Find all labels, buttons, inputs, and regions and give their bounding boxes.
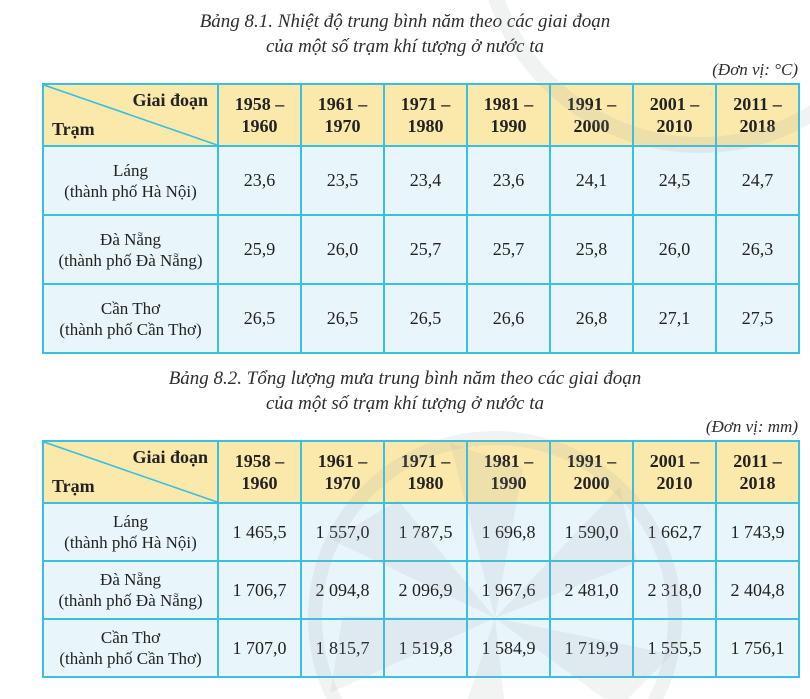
station-name: Đà Nẵng bbox=[100, 229, 161, 249]
value-cell: 1 743,9 bbox=[715, 502, 800, 562]
diagonal-divider bbox=[44, 85, 217, 145]
value-cell: 26,5 bbox=[383, 283, 468, 354]
value-cell: 1 696,8 bbox=[466, 502, 551, 562]
value-cell: 25,8 bbox=[549, 214, 634, 285]
value-cell: 2 096,9 bbox=[383, 560, 468, 620]
corner-label-station: Trạm bbox=[52, 119, 95, 139]
value-cell: 24,7 bbox=[715, 145, 800, 216]
value-cell: 1 662,7 bbox=[632, 502, 717, 562]
value-cell: 1 815,7 bbox=[300, 618, 385, 678]
table1-unit-label: (Đơn vị: °C) bbox=[712, 60, 798, 79]
station-name: Đà Nẵng bbox=[100, 570, 161, 589]
corner-label-station: Trạm bbox=[52, 476, 95, 496]
table2-caption: Bảng 8.2. Tổng lượng mưa trung bình năm … bbox=[168, 368, 642, 414]
value-cell: 2 404,8 bbox=[715, 560, 800, 620]
value-cell: 23,4 bbox=[383, 145, 468, 216]
value-cell: 1 706,7 bbox=[217, 560, 302, 620]
table-row: Giai đoạn Trạm 1958 – 1960 1961 – 1970 1… bbox=[42, 440, 800, 504]
column-header: 2001 – 2010 bbox=[632, 440, 717, 504]
column-header: 1961 – 1970 bbox=[300, 83, 385, 147]
value-cell: 1 584,9 bbox=[466, 618, 551, 678]
value-cell: 1 756,1 bbox=[715, 618, 800, 678]
value-cell: 27,5 bbox=[715, 283, 800, 354]
station-city: (thành phố Cần Thơ) bbox=[59, 319, 202, 339]
column-header: 1981 – 1990 bbox=[466, 83, 551, 147]
column-header: 1958 – 1960 bbox=[217, 83, 302, 147]
value-cell: 25,7 bbox=[466, 214, 551, 285]
station-name: Cần Thơ bbox=[100, 628, 161, 647]
value-cell: 27,1 bbox=[632, 283, 717, 354]
column-header: 1981 – 1990 bbox=[466, 440, 551, 504]
table2-corner-cell: Giai đoạn Trạm bbox=[42, 440, 219, 504]
table1-corner-cell: Giai đoạn Trạm bbox=[42, 83, 219, 147]
table-row: Đà Nẵng (thành phố Đà Nẵng) 1 706,7 2 09… bbox=[42, 560, 800, 620]
value-cell: 24,1 bbox=[549, 145, 634, 216]
value-cell: 2 318,0 bbox=[632, 560, 717, 620]
station-name: Láng bbox=[113, 160, 148, 180]
column-header: 1961 – 1970 bbox=[300, 440, 385, 504]
station-cell: Cần Thơ (thành phố Cần Thơ) bbox=[42, 618, 219, 678]
value-cell: 1 557,0 bbox=[300, 502, 385, 562]
station-city: (thành phố Đà Nẵng) bbox=[58, 250, 203, 270]
station-cell: Đà Nẵng (thành phố Đà Nẵng) bbox=[42, 560, 219, 620]
value-cell: 2 481,0 bbox=[549, 560, 634, 620]
value-cell: 1 590,0 bbox=[549, 502, 634, 562]
station-city: (thành phố Đà Nẵng) bbox=[58, 591, 203, 610]
station-name: Cần Thơ bbox=[100, 298, 161, 318]
station-cell: Láng (thành phố Hà Nội) bbox=[42, 502, 219, 562]
diagonal-divider bbox=[44, 442, 217, 502]
value-cell: 1 519,8 bbox=[383, 618, 468, 678]
column-header: 1958 – 1960 bbox=[217, 440, 302, 504]
table1-caption: Bảng 8.1. Nhiệt độ trung bình năm theo c… bbox=[199, 11, 611, 57]
column-header: 1971 – 1980 bbox=[383, 440, 468, 504]
value-cell: 23,5 bbox=[300, 145, 385, 216]
column-header: 1971 – 1980 bbox=[383, 83, 468, 147]
station-city: (thành phố Hà Nội) bbox=[64, 533, 197, 552]
value-cell: 26,8 bbox=[549, 283, 634, 354]
column-header: 2011 – 2018 bbox=[715, 83, 800, 147]
column-header: 1991 – 2000 bbox=[549, 83, 634, 147]
station-city: (thành phố Hà Nội) bbox=[64, 181, 197, 201]
station-cell: Cần Thơ (thành phố Cần Thơ) bbox=[42, 283, 219, 354]
station-city: (thành phố Cần Thơ) bbox=[59, 649, 202, 668]
table-row: Cần Thơ (thành phố Cần Thơ) 26,5 26,5 26… bbox=[42, 283, 800, 354]
value-cell: 26,5 bbox=[300, 283, 385, 354]
table-row: Cần Thơ (thành phố Cần Thơ) 1 707,0 1 81… bbox=[42, 618, 800, 678]
table-8-2: Giai đoạn Trạm 1958 – 1960 1961 – 1970 1… bbox=[42, 440, 800, 678]
value-cell: 23,6 bbox=[217, 145, 302, 216]
station-cell: Láng (thành phố Hà Nội) bbox=[42, 145, 219, 216]
value-cell: 26,0 bbox=[632, 214, 717, 285]
column-header: 2001 – 2010 bbox=[632, 83, 717, 147]
station-name: Láng bbox=[113, 512, 148, 531]
value-cell: 23,6 bbox=[466, 145, 551, 216]
value-cell: 1 719,9 bbox=[549, 618, 634, 678]
station-cell: Đà Nẵng (thành phố Đà Nẵng) bbox=[42, 214, 219, 285]
value-cell: 1 787,5 bbox=[383, 502, 468, 562]
value-cell: 26,3 bbox=[715, 214, 800, 285]
column-header: 1991 – 2000 bbox=[549, 440, 634, 504]
corner-label-period: Giai đoạn bbox=[132, 447, 208, 467]
value-cell: 26,5 bbox=[217, 283, 302, 354]
value-cell: 24,5 bbox=[632, 145, 717, 216]
value-cell: 26,6 bbox=[466, 283, 551, 354]
table-row: Láng (thành phố Hà Nội) 1 465,5 1 557,0 … bbox=[42, 502, 800, 562]
value-cell: 1 465,5 bbox=[217, 502, 302, 562]
table-8-1: Giai đoạn Trạm 1958 – 1960 1961 – 1970 1… bbox=[42, 83, 800, 354]
table-row: Láng (thành phố Hà Nội) 23,6 23,5 23,4 2… bbox=[42, 145, 800, 216]
table2-unit-label: (Đơn vị: mm) bbox=[705, 417, 798, 436]
value-cell: 1 555,5 bbox=[632, 618, 717, 678]
table-row: Giai đoạn Trạm 1958 – 1960 1961 – 1970 1… bbox=[42, 83, 800, 147]
corner-label-period: Giai đoạn bbox=[132, 90, 208, 110]
value-cell: 25,9 bbox=[217, 214, 302, 285]
table-row: Đà Nẵng (thành phố Đà Nẵng) 25,9 26,0 25… bbox=[42, 214, 800, 285]
column-header: 2011 – 2018 bbox=[715, 440, 800, 504]
value-cell: 1 707,0 bbox=[217, 618, 302, 678]
value-cell: 26,0 bbox=[300, 214, 385, 285]
value-cell: 1 967,6 bbox=[466, 560, 551, 620]
value-cell: 25,7 bbox=[383, 214, 468, 285]
value-cell: 2 094,8 bbox=[300, 560, 385, 620]
